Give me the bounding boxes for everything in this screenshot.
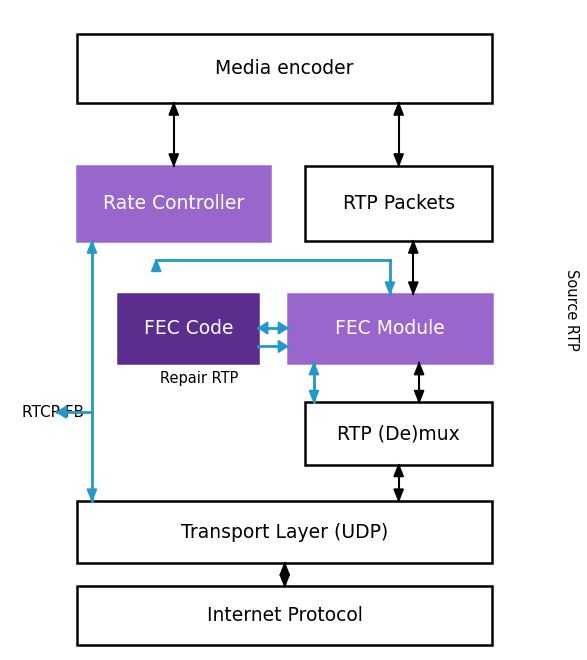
Text: Repair RTP: Repair RTP (160, 371, 238, 386)
FancyBboxPatch shape (77, 586, 492, 645)
Polygon shape (87, 489, 97, 501)
Polygon shape (169, 154, 178, 166)
Text: FEC Code: FEC Code (144, 319, 233, 338)
Polygon shape (414, 363, 424, 375)
Text: Source RTP: Source RTP (564, 269, 579, 351)
Polygon shape (309, 363, 319, 375)
Polygon shape (394, 465, 403, 477)
Polygon shape (409, 282, 418, 294)
Text: RTP (De)mux: RTP (De)mux (338, 424, 460, 443)
Polygon shape (394, 489, 403, 501)
FancyBboxPatch shape (118, 294, 258, 363)
Text: Transport Layer (UDP): Transport Layer (UDP) (181, 523, 389, 542)
FancyBboxPatch shape (305, 166, 492, 242)
Polygon shape (87, 242, 97, 253)
Polygon shape (278, 341, 288, 352)
FancyBboxPatch shape (77, 34, 492, 103)
FancyBboxPatch shape (77, 166, 270, 242)
Text: Rate Controller: Rate Controller (103, 194, 244, 213)
Polygon shape (151, 259, 161, 271)
FancyBboxPatch shape (288, 294, 492, 363)
Polygon shape (409, 242, 418, 253)
FancyBboxPatch shape (305, 403, 492, 465)
Polygon shape (280, 564, 289, 575)
Polygon shape (169, 103, 178, 115)
Polygon shape (278, 322, 288, 334)
Polygon shape (394, 154, 403, 166)
Polygon shape (280, 574, 289, 586)
Text: Media encoder: Media encoder (215, 59, 354, 79)
Polygon shape (385, 282, 394, 294)
Text: RTCP FB: RTCP FB (22, 405, 84, 420)
Text: FEC Module: FEC Module (335, 319, 445, 338)
Polygon shape (309, 391, 319, 403)
Polygon shape (394, 103, 403, 115)
Polygon shape (414, 391, 424, 403)
Polygon shape (57, 407, 66, 418)
Text: Internet Protocol: Internet Protocol (207, 607, 363, 626)
Text: RTP Packets: RTP Packets (343, 194, 455, 213)
FancyBboxPatch shape (77, 501, 492, 564)
Polygon shape (258, 322, 268, 334)
